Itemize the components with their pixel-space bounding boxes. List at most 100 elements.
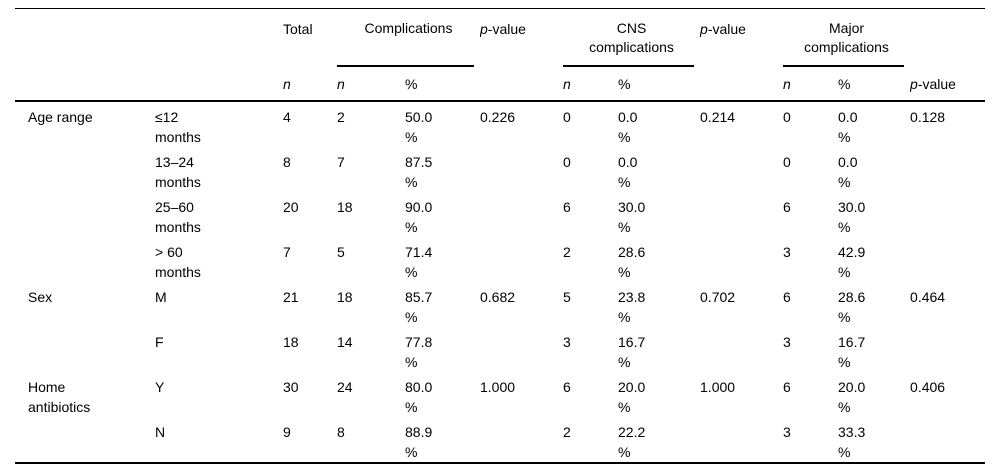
cell-p-value-1: 0.226 bbox=[480, 108, 516, 125]
table-row: Age range ≤12 months 4 2 50.0 % 0.226 0 … bbox=[15, 101, 985, 147]
header-empty-sublabel bbox=[155, 9, 283, 67]
header-p-value-1: p-value bbox=[480, 9, 563, 67]
header-major-complications: Major complications bbox=[783, 9, 910, 67]
cell-cns-n: 5 bbox=[563, 288, 571, 305]
cell-group-label bbox=[15, 327, 155, 372]
cell-p-value-1 bbox=[480, 416, 563, 464]
cell-comp-n: 2 bbox=[337, 108, 345, 125]
p-value-rest: -value bbox=[487, 21, 526, 37]
cell-cns-pct: 20.0 % bbox=[618, 378, 646, 415]
header-cns-n: n bbox=[563, 66, 618, 102]
cell-cns-pct: 0.0 % bbox=[618, 153, 638, 190]
cell-p-value-2: 0.214 bbox=[700, 108, 736, 125]
header-total: Total bbox=[283, 21, 313, 37]
cell-group-label: Home antibiotics bbox=[28, 378, 91, 415]
cell-comp-pct: 87.5 % bbox=[405, 153, 433, 190]
cell-major-n: 3 bbox=[783, 333, 791, 350]
cell-sub-label: 13–24 months bbox=[155, 153, 201, 190]
header-major-n: n bbox=[783, 66, 839, 102]
cell-comp-n: 18 bbox=[337, 288, 353, 305]
cell-group-label: Sex bbox=[28, 288, 53, 305]
cell-major-n: 6 bbox=[783, 288, 791, 305]
cell-p-value-2 bbox=[700, 147, 783, 192]
cell-major-pct: 42.9 % bbox=[838, 243, 866, 280]
cell-cns-n: 3 bbox=[563, 333, 571, 350]
cell-cns-n: 0 bbox=[563, 153, 571, 170]
table-row: N 9 8 88.9 % 2 22.2 % 3 33.3 % bbox=[15, 416, 986, 464]
header-row-measures: n n % n % n % p-value bbox=[15, 66, 986, 102]
cell-p-value-2 bbox=[700, 192, 783, 237]
cell-p-value-3 bbox=[910, 192, 985, 237]
header-empty-group bbox=[15, 9, 155, 67]
cell-major-pct: 30.0 % bbox=[838, 198, 866, 235]
cell-comp-pct: 71.4 % bbox=[405, 243, 433, 280]
header-major-pct: % bbox=[838, 66, 911, 102]
cell-major-pct: 0.0 % bbox=[838, 153, 858, 190]
cell-comp-n: 8 bbox=[337, 416, 405, 464]
cell-cns-n: 6 bbox=[563, 378, 571, 395]
header-comp-pct: % bbox=[405, 66, 480, 102]
cell-p-value-2: 1.000 bbox=[700, 378, 736, 395]
header-empty-group bbox=[15, 66, 155, 102]
table-row: 13–24 months 8 7 87.5 % 0 0.0 % 0 0.0 % bbox=[15, 147, 985, 192]
header-cns-pct: % bbox=[618, 66, 701, 102]
cell-cns-pct: 23.8 % bbox=[618, 288, 646, 325]
cell-major-n: 3 bbox=[783, 416, 839, 464]
table-header: Total Complications p-value CNS complica… bbox=[15, 9, 986, 102]
cell-sub-label: > 60 months bbox=[155, 243, 201, 280]
cell-cns-n: 2 bbox=[563, 416, 618, 464]
table-row: Sex M 21 18 85.7 % 0.682 5 23.8 % 0.702 … bbox=[15, 282, 985, 327]
cell-p-value-1 bbox=[480, 327, 563, 372]
cell-p-value-3: 0.464 bbox=[910, 288, 946, 305]
cell-total-n: 20 bbox=[283, 198, 299, 215]
cell-p-value-2 bbox=[700, 327, 783, 372]
cell-cns-n: 0 bbox=[563, 108, 571, 125]
cell-cns-pct: 16.7 % bbox=[618, 333, 646, 370]
cell-p-value-2 bbox=[700, 237, 783, 282]
cell-p-value-1 bbox=[480, 192, 563, 237]
cell-cns-pct: 22.2 % bbox=[618, 416, 701, 464]
cell-major-pct: 16.7 % bbox=[838, 333, 866, 370]
cell-comp-pct: 88.9 % bbox=[405, 416, 480, 464]
cell-comp-n: 5 bbox=[337, 243, 345, 260]
cell-total-n: 4 bbox=[283, 108, 291, 125]
header-comp-n: n bbox=[337, 66, 405, 102]
cell-total-n: 9 bbox=[283, 416, 337, 464]
header-cns-complications: CNS complications bbox=[563, 9, 700, 67]
cell-group-label bbox=[15, 192, 155, 237]
cell-p-value-3: 0.406 bbox=[910, 378, 946, 395]
header-total-n: n bbox=[283, 66, 337, 102]
cell-sub-label: F bbox=[155, 333, 164, 350]
cell-sub-label: Y bbox=[155, 378, 165, 395]
header-empty-last bbox=[910, 9, 985, 67]
cell-sub-label: M bbox=[155, 288, 167, 305]
cell-total-n: 18 bbox=[283, 333, 299, 350]
cell-group-label bbox=[15, 237, 155, 282]
cell-group-label bbox=[15, 416, 155, 464]
cell-total-n: 8 bbox=[283, 153, 291, 170]
cell-p-value-3 bbox=[910, 327, 985, 372]
cell-cns-pct: 28.6 % bbox=[618, 243, 646, 280]
header-p-value-3: p-value bbox=[910, 66, 986, 102]
header-p-value-2: p-value bbox=[700, 9, 783, 67]
cell-cns-pct: 0.0 % bbox=[618, 108, 638, 145]
cell-p-value-3 bbox=[910, 237, 985, 282]
cell-p-value-1: 1.000 bbox=[480, 378, 516, 395]
cell-p-value-1 bbox=[480, 237, 563, 282]
table-row: 25–60 months 20 18 90.0 % 6 30.0 % 6 30.… bbox=[15, 192, 985, 237]
cell-sub-label: N bbox=[155, 416, 283, 464]
cell-major-n: 0 bbox=[783, 108, 791, 125]
table-row: > 60 months 7 5 71.4 % 2 28.6 % 3 42.9 % bbox=[15, 237, 985, 282]
cell-major-pct: 33.3 % bbox=[838, 416, 911, 464]
cell-comp-pct: 85.7 % bbox=[405, 288, 433, 325]
cell-comp-pct: 90.0 % bbox=[405, 198, 433, 235]
cell-comp-pct: 80.0 % bbox=[405, 378, 433, 415]
table-row: Home antibiotics Y 30 24 80.0 % 1.000 6 … bbox=[15, 372, 985, 417]
cell-total-n: 21 bbox=[283, 288, 299, 305]
cell-p-value-1 bbox=[480, 147, 563, 192]
cell-total-n: 7 bbox=[283, 243, 291, 260]
p-value-italic-p: p bbox=[910, 75, 918, 92]
cell-group-label bbox=[15, 147, 155, 192]
cell-major-n: 0 bbox=[783, 153, 791, 170]
